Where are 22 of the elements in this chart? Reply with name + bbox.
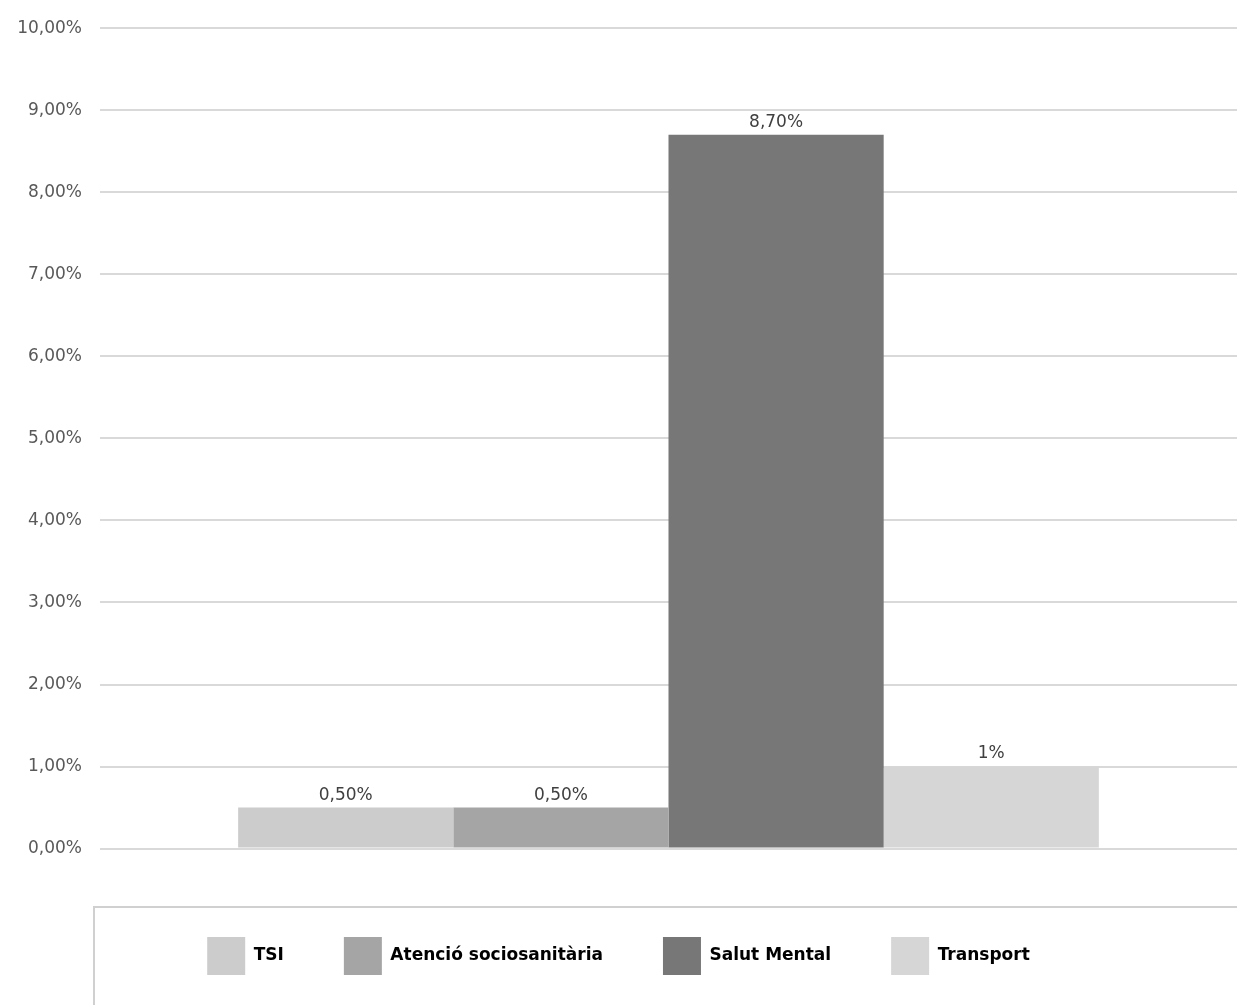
data-label: 1%	[977, 742, 1005, 763]
y-tick-label: 4,00%	[27, 508, 82, 529]
y-tick-label: 8,00%	[27, 180, 82, 201]
legend-label: Atenció sociosanitària	[390, 944, 603, 965]
legend-label: TSI	[253, 944, 284, 965]
data-label: 0,50%	[533, 783, 588, 804]
y-tick-label: 0,00%	[27, 837, 82, 858]
bar	[453, 807, 669, 848]
legend-label: Salut Mental	[709, 944, 832, 965]
y-tick-label: 3,00%	[27, 590, 82, 611]
y-tick-label: 6,00%	[27, 344, 82, 365]
data-label: 8,70%	[749, 110, 804, 131]
y-tick-label: 7,00%	[27, 262, 82, 283]
y-tick-label: 2,00%	[27, 672, 82, 693]
legend-label: Transport	[937, 944, 1030, 965]
y-tick-label: 10,00%	[17, 16, 82, 37]
data-label: 0,50%	[318, 783, 373, 804]
y-tick-label: 9,00%	[27, 98, 82, 119]
bar	[238, 807, 454, 848]
bar	[668, 134, 884, 848]
y-tick-label: 5,00%	[27, 426, 82, 447]
y-tick-label: 1,00%	[27, 754, 82, 775]
